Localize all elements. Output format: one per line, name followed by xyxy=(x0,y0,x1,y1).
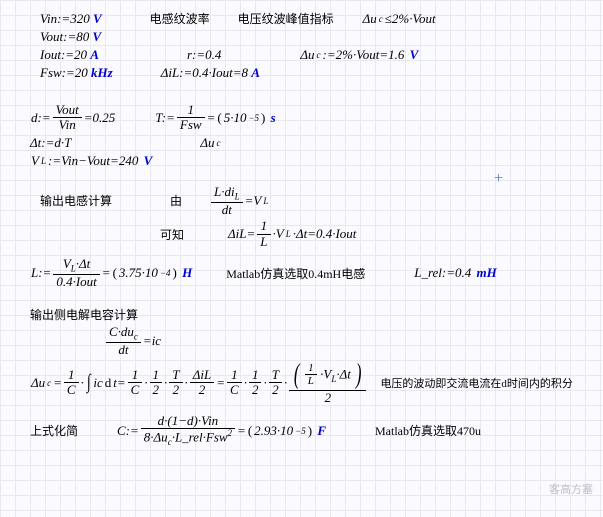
label-matlab-L: Matlab仿真选取0.4mH电感 xyxy=(226,265,365,282)
label-cap-calc: 输出侧电解电容计算 xyxy=(30,306,138,323)
label-known: 可知 xyxy=(160,226,184,243)
row-dil-known: 可知 ΔiL= 1L ·VL·Δt=0.4·Iout xyxy=(10,219,593,249)
row-fsw: Fsw:=20 kHz ΔiL:=0.4·Iout=8 A xyxy=(10,65,593,81)
label-inductor-ripple: 电感纹波率 xyxy=(150,10,210,27)
duc-integral: Δuc= 1C · ∫ ic dt= 1C · 12 · T2 · ΔiL2 =… xyxy=(30,360,367,406)
duc-spec: Δuc≤2%·Vout xyxy=(362,11,437,27)
duc-expr: Δuc:=2%·Vout=1.6 V xyxy=(299,47,419,63)
watermark: 客高方塞 xyxy=(549,481,593,497)
dil-expr: ΔiL:=0.4·Iout=8 xyxy=(161,65,248,80)
row-cap-title: 输出侧电解电容计算 xyxy=(10,306,593,323)
L-expr: L:= VL·Δt 0.4·Iout = (3.75·10−4) H xyxy=(30,257,193,290)
dil-unit: A xyxy=(251,65,260,80)
dil-formula: ΔiL= 1L ·VL·Δt=0.4·Iout xyxy=(227,219,357,249)
fsw-expr: Fsw:=20 xyxy=(40,65,88,80)
vout-unit: V xyxy=(92,29,101,44)
vout-expr: Vout:=80 xyxy=(40,29,89,44)
label-simplify: 上式化简 xyxy=(30,422,78,439)
label-inductor-calc: 输出电感计算 xyxy=(40,192,112,209)
inductor-diff-eq: L·diLdt =VL xyxy=(210,185,269,218)
row-duc-integral: Δuc= 1C · ∫ ic dt= 1C · 12 · T2 · ΔiL2 =… xyxy=(10,360,593,406)
iout-unit: A xyxy=(90,47,99,62)
vin-expr: Vin:=320 xyxy=(40,11,90,26)
r-expr: r:=0.4 xyxy=(187,47,221,63)
Lrel-expr: L_rel:=0.4 mH xyxy=(413,265,498,281)
iout-expr: Iout:=20 xyxy=(40,47,87,62)
row-cap-diff-eq: C·ducdt =ic xyxy=(10,325,593,358)
dt-expr: Δt:=d·T xyxy=(30,135,71,151)
d-expr: d:= VoutVin =0.25 xyxy=(30,103,116,133)
row-inductor-calc-title: 输出电感计算 由 L·diLdt =VL xyxy=(10,185,593,218)
T-expr: T:= 1Fsw = (5·10−5) s xyxy=(154,103,276,133)
row-L: L:= VL·Δt 0.4·Iout = (3.75·10−4) H Matla… xyxy=(10,257,593,290)
row-vin: Vin:=320 V 电感纹波率 电压纹波峰值指标 Δuc≤2%·Vout xyxy=(10,10,593,27)
row-dt: Δt:=d·T Δuc xyxy=(10,135,593,151)
row-vout: Vout:=80 V xyxy=(10,29,593,45)
label-integral-note: 电压的波动即交流电流在d时间内的积分 xyxy=(380,375,573,391)
label-voltage-ripple-peak: 电压纹波峰值指标 xyxy=(238,10,334,27)
vin-unit: V xyxy=(93,11,102,26)
label-matlab-C: Matlab仿真选取470u xyxy=(375,422,481,439)
cap-diff-eq: C·ducdt =ic xyxy=(105,325,162,358)
label-by: 由 xyxy=(170,192,182,209)
row-d-T: d:= VoutVin =0.25 T:= 1Fsw = (5·10−5) s xyxy=(10,103,593,133)
fsw-unit: kHz xyxy=(91,65,113,80)
cursor-icon: + xyxy=(494,170,503,188)
row-vl: VL:=Vin−Vout=240 V xyxy=(10,153,593,169)
duc-sym: Δuc xyxy=(199,135,221,151)
row-iout: Iout:=20 A r:=0.4 Δuc:=2%·Vout=1.6 V xyxy=(10,47,593,63)
row-C: 上式化简 C:= d·(1−d)·Vin 8·Δuc·L_rel·Fsw2 = … xyxy=(10,414,593,448)
C-expr: C:= d·(1−d)·Vin 8·Δuc·L_rel·Fsw2 = (2.93… xyxy=(116,414,327,448)
vl-expr: VL:=Vin−Vout=240 V xyxy=(30,153,153,169)
